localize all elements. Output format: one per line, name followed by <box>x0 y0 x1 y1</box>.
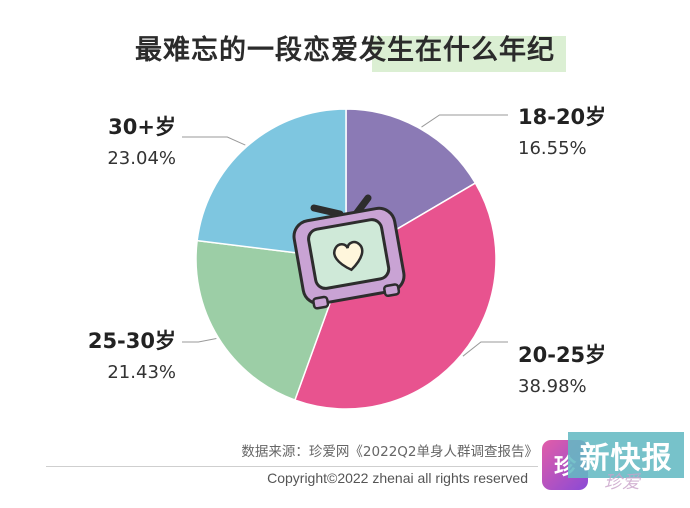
leader-line-25-30 <box>182 338 217 343</box>
slice-value-label: 38.98% <box>518 376 587 397</box>
slice-labels: 18-20岁 16.55% 20-25岁 38.98% 25-30岁 21.43% 30+岁… <box>88 105 606 397</box>
slice-value-label: 21.43% <box>107 362 176 383</box>
slice-category-label: 30+岁 <box>108 115 176 139</box>
slice-category-label: 18-20岁 <box>518 105 606 129</box>
slice-value-label: 16.55% <box>518 138 587 159</box>
data-source: 数据来源：珍爱网《2022Q2单身人群调查报告》 <box>241 444 538 460</box>
leader-line-30+ <box>182 136 246 146</box>
leader-line-18-20 <box>421 114 508 128</box>
slice-category-label: 25-30岁 <box>88 329 176 353</box>
slice-category-label: 20-25岁 <box>518 343 606 367</box>
leader-lines <box>182 114 508 357</box>
watermark-sub: 珍爱 <box>604 472 640 493</box>
title-highlight <box>372 36 566 72</box>
leader-line-20-25 <box>462 341 508 357</box>
tv-heart-icon <box>292 194 406 310</box>
pie-slices <box>195 108 497 410</box>
pie-slice-20-25 <box>293 182 497 410</box>
xinkuaibao-watermark: 新快报 <box>568 432 684 478</box>
slice-value-label: 23.04% <box>107 148 176 169</box>
copyright: Copyright©2022 zhenai all rights reserve… <box>267 470 528 486</box>
chart-title: 最难忘的一段恋爱发生在什么年纪 <box>135 35 555 66</box>
footer-divider <box>46 466 538 467</box>
